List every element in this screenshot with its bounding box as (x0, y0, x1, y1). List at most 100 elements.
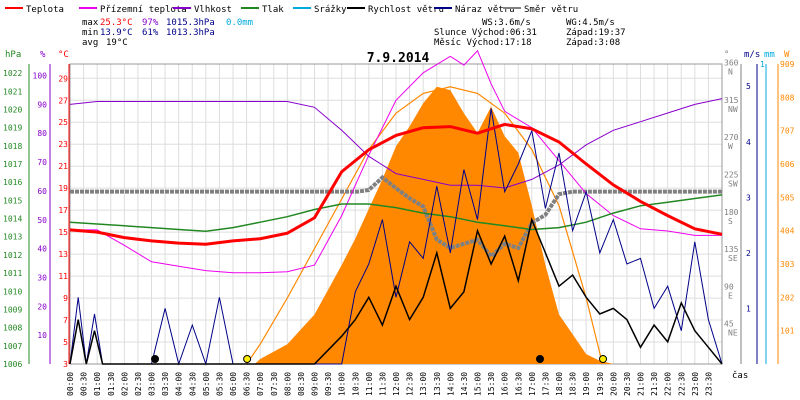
pressure-tick-label: 1021 (3, 87, 22, 96)
x-tick-label: 14:30 (460, 372, 469, 396)
legend-prizemni-teplota: Přízemní teplota (100, 5, 187, 15)
x-tick-label: 16:30 (514, 372, 523, 396)
wind-tick-label: 2 (746, 249, 751, 258)
humidity-tick-label: 20 (37, 302, 47, 311)
humidity-tick-label: 30 (37, 273, 47, 282)
x-tick-label: 05:30 (215, 372, 224, 396)
direction-tick-label: 45 (724, 320, 734, 329)
x-tick-label: 22:30 (677, 372, 686, 396)
x-tick-label: 04:30 (188, 372, 197, 396)
humidity-tick-label: 50 (37, 216, 47, 225)
moon-marker (151, 355, 160, 363)
pressure-tick-label: 1018 (3, 142, 22, 151)
temperature-tick-label: 3 (63, 360, 68, 369)
x-tick-label: 15:30 (487, 372, 496, 396)
direction-letter-label: W (728, 142, 733, 151)
x-tick-label: 05:00 (202, 372, 211, 396)
solar-area (254, 86, 614, 365)
info-ws: WS:3.6m/s (482, 18, 531, 28)
x-tick-label: 17:00 (528, 372, 537, 396)
pressure-tick-label: 1011 (3, 269, 22, 278)
x-tick-label: 21:00 (637, 372, 646, 396)
temperature-tick-label: 25 (58, 118, 68, 127)
humidity-tick-label: 70 (37, 158, 47, 167)
temperature-tick-label: 19 (58, 184, 68, 193)
direction-letter-label: E (728, 291, 733, 300)
stat-avg-label: avg (82, 38, 98, 48)
series (69, 49, 723, 366)
axis-label-temperature: °C (58, 50, 69, 60)
x-tick-label: 10:30 (351, 372, 360, 396)
axis-label-solar: W (784, 50, 790, 60)
wind-tick-label: 5 (746, 82, 751, 91)
markers (151, 355, 608, 363)
solar-tick-label: 404 (780, 227, 795, 236)
temperature-tick-label: 11 (58, 272, 68, 281)
pressure-tick-label: 1014 (3, 215, 22, 224)
x-tick-label: 02:00 (120, 372, 129, 396)
x-tick-label: 00:30 (80, 372, 89, 396)
x-tick-label: 23:30 (704, 372, 713, 396)
x-tick-label: 01:00 (93, 372, 102, 396)
humidity-tick-label: 10 (37, 331, 47, 340)
legend-smer-vetru: Směr větru (524, 5, 578, 15)
axis-label-time: čas (732, 370, 748, 381)
x-tick-label: 20:00 (609, 372, 618, 396)
pressure-tick-label: 1009 (3, 305, 22, 314)
x-tick-label: 13:30 (433, 372, 442, 396)
x-tick-label: 07:00 (256, 372, 265, 396)
temperature-tick-label: 17 (58, 206, 68, 215)
x-tick-label: 07:30 (270, 372, 279, 396)
pressure-tick-label: 1008 (3, 324, 22, 333)
pressure-tick-label: 1012 (3, 251, 22, 260)
x-tick-label: 11:00 (365, 372, 374, 396)
x-tick-label: 19:30 (596, 372, 605, 396)
axis-label-direction: ° (724, 50, 729, 60)
direction-letter-label: SW (728, 180, 738, 189)
pressure-tick-label: 1007 (3, 342, 22, 351)
x-tick-label: 15:00 (474, 372, 483, 396)
direction-tick-label: 90 (724, 282, 734, 291)
axis-label-humidity: % (40, 50, 46, 60)
temperature-tick-label: 9 (63, 294, 68, 303)
humidity-tick-label: 60 (37, 187, 47, 196)
axis-label-pressure: hPa (5, 50, 21, 60)
x-tick-label: 14:00 (446, 372, 455, 396)
x-tick-label: 19:00 (582, 372, 591, 396)
temperature-tick-label: 7 (63, 316, 68, 325)
x-tick-label: 06:30 (243, 372, 252, 396)
x-tick-label: 12:30 (406, 372, 415, 396)
solar-tick-label: 202 (780, 293, 795, 302)
stat-max-press: 1015.3hPa (166, 18, 215, 28)
stat-min-label: min (82, 28, 98, 38)
pressure-tick-label: 1020 (3, 105, 22, 114)
x-tick-label: 16:00 (501, 372, 510, 396)
humidity-tick-label: 100 (33, 72, 48, 81)
pressure-tick-label: 1019 (3, 124, 22, 133)
moon-marker (535, 355, 544, 363)
humidity-line (69, 98, 723, 189)
info-sun-rise: Slunce Východ:06:31 (434, 28, 537, 38)
stat-max-label: max (82, 18, 99, 28)
solar-tick-label: 303 (780, 260, 795, 269)
direction-letter-label: NE (728, 329, 738, 338)
pressure-tick-label: 1022 (3, 69, 22, 78)
direction-letter-label: NW (728, 105, 738, 114)
solar-tick-label: 606 (780, 160, 795, 169)
x-tick-label: 06:00 (229, 372, 238, 396)
humidity-tick-label: 90 (37, 100, 47, 109)
wind-tick-label: 1 (746, 304, 751, 313)
temperature-tick-label: 27 (58, 96, 68, 105)
direction-letter-label: N (728, 68, 733, 77)
tick-labels: 00:00 00:30 01:00 01:30 02:00 02:30 03:00 03:30… (3, 59, 795, 396)
sun-marker (243, 355, 252, 363)
humidity-tick-label: 40 (37, 245, 47, 254)
direction-tick-label: 315 (724, 96, 739, 105)
pressure-tick-label: 1017 (3, 160, 22, 169)
humidity-tick-label: 80 (37, 129, 47, 138)
temperature-tick-label: 29 (58, 74, 68, 83)
x-tick-label: 22:00 (664, 372, 673, 396)
x-tick-label: 09:30 (324, 372, 333, 396)
axis-label-rain: mm (764, 50, 775, 60)
